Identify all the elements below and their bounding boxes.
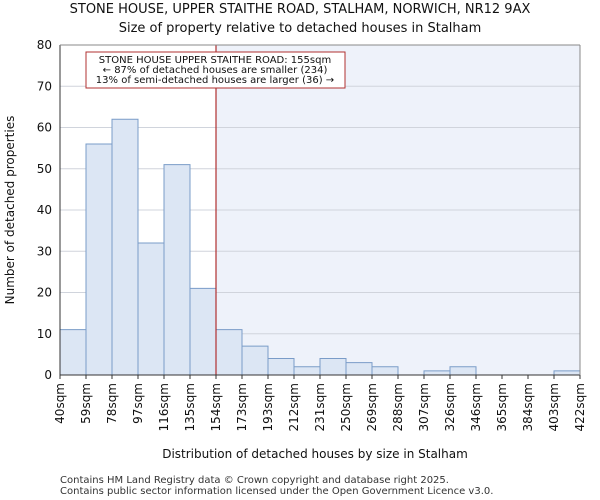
y-tick-label: 10 (37, 327, 52, 341)
x-tick-label: 403sqm (547, 383, 561, 431)
x-tick-label: 250sqm (339, 383, 353, 431)
bar (293, 366, 321, 376)
x-tick-label: 231sqm (313, 383, 327, 431)
y-axis-label: Number of detached properties (3, 116, 17, 305)
y-tick-label: 30 (37, 244, 52, 258)
bar (267, 358, 295, 376)
x-tick-label: 365sqm (495, 383, 509, 431)
y-tick-label: 40 (37, 203, 52, 217)
y-tick-label: 60 (37, 121, 52, 135)
bar (553, 370, 581, 376)
bar (215, 329, 243, 376)
y-tick-label: 70 (37, 79, 52, 93)
x-tick-label: 135sqm (183, 383, 197, 431)
x-tick-label: 288sqm (391, 383, 405, 431)
x-tick-label: 59sqm (79, 383, 93, 424)
bar (449, 366, 477, 376)
y-tick-label: 0 (44, 368, 52, 382)
y-tick-label: 50 (37, 162, 52, 176)
annotation-line-3: 13% of semi-detached houses are larger (… (96, 75, 334, 86)
x-tick-label: 212sqm (287, 383, 301, 431)
footer-line-1: Contains HM Land Registry data © Crown c… (60, 475, 449, 486)
x-tick-label: 269sqm (365, 383, 379, 431)
annotation-box (85, 51, 346, 89)
y-tick-labels: 0 10 20 30 40 50 60 70 80 (37, 38, 52, 382)
x-tick-label: 154sqm (209, 383, 223, 431)
x-tick-label: 326sqm (443, 383, 457, 431)
axes (59, 44, 581, 379)
bar (111, 118, 139, 376)
bar (189, 287, 217, 376)
bar (59, 329, 87, 376)
x-tick-label: 422sqm (573, 383, 587, 431)
x-axis-label: Distribution of detached houses by size … (162, 447, 468, 461)
bar (371, 366, 399, 376)
y-tick-label: 80 (37, 38, 52, 52)
y-tick-label: 20 (37, 286, 52, 300)
x-tick-label: 193sqm (261, 383, 275, 431)
annotation-line-1: STONE HOUSE UPPER STAITHE ROAD: 155sqm (99, 55, 331, 66)
annotation-line-2: ← 87% of detached houses are smaller (23… (103, 65, 328, 76)
x-tick-label: 97sqm (131, 383, 145, 424)
x-tick-label: 346sqm (469, 383, 483, 431)
x-tick-label: 173sqm (235, 383, 249, 431)
chart-title: STONE HOUSE, UPPER STAITHE ROAD, STALHAM… (70, 2, 531, 17)
bar (137, 242, 165, 376)
bar (423, 370, 451, 376)
bar (85, 143, 113, 376)
x-tick-label: 384sqm (521, 383, 535, 431)
x-tick-label: 307sqm (417, 383, 431, 431)
x-tick-label: 78sqm (105, 383, 119, 424)
x-tick-label: 40sqm (53, 383, 67, 424)
bar (319, 358, 347, 376)
x-tick-labels: 40sqm 59sqm 78sqm 97sqm 116sqm 135sqm 154sqm 17… (53, 383, 587, 431)
bars (59, 118, 581, 376)
x-tick-label: 116sqm (157, 383, 171, 431)
bar (345, 362, 373, 376)
chart-subtitle: Size of property relative to detached ho… (119, 21, 482, 36)
bar (241, 345, 269, 376)
footer-line-2: Contains public sector information licen… (60, 486, 493, 497)
bar (163, 164, 191, 376)
